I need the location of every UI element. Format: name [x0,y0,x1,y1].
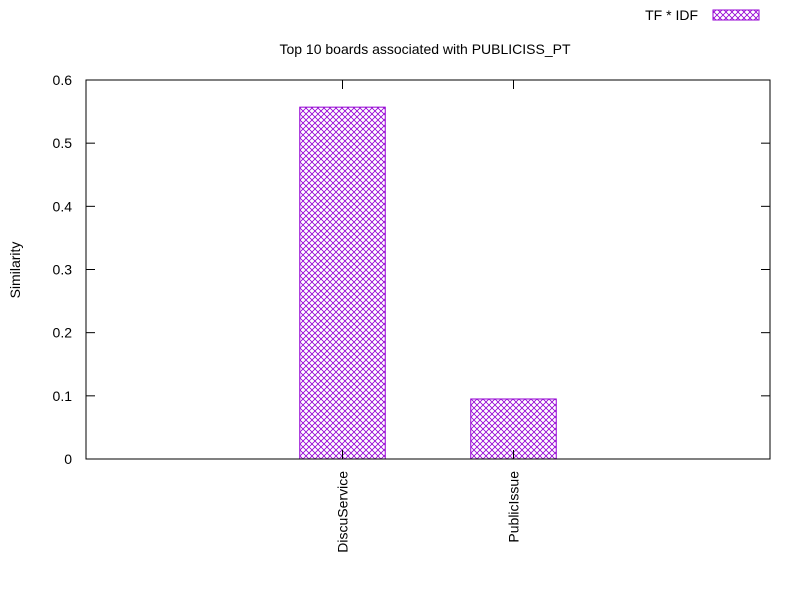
bar-discuservice [299,106,386,460]
chart-title: Top 10 boards associated with PUBLICISS_… [279,41,570,57]
y-axis-ticks: 0 0.1 0.2 0.3 0.4 0.5 0.6 [53,72,770,467]
bars [299,106,557,460]
x-axis-ticks: DiscuService PublicIssue [335,80,522,553]
y-tick-label: 0.5 [53,135,73,151]
x-tick-label: DiscuService [335,471,351,553]
legend-label: TF * IDF [645,7,698,23]
y-tick-label: 0.4 [53,198,73,214]
y-tick-label: 0.3 [53,262,73,278]
legend: TF * IDF [645,7,760,23]
bar-publicissue [470,398,557,460]
y-tick-label: 0.2 [53,325,73,341]
y-tick-label: 0.1 [53,388,73,404]
y-axis-label: Similarity [7,242,23,299]
y-tick-label: 0.6 [53,72,73,88]
plot-frame [85,79,771,460]
legend-swatch [712,9,760,21]
x-tick-label: PublicIssue [506,471,522,543]
y-tick-label: 0 [64,451,72,467]
